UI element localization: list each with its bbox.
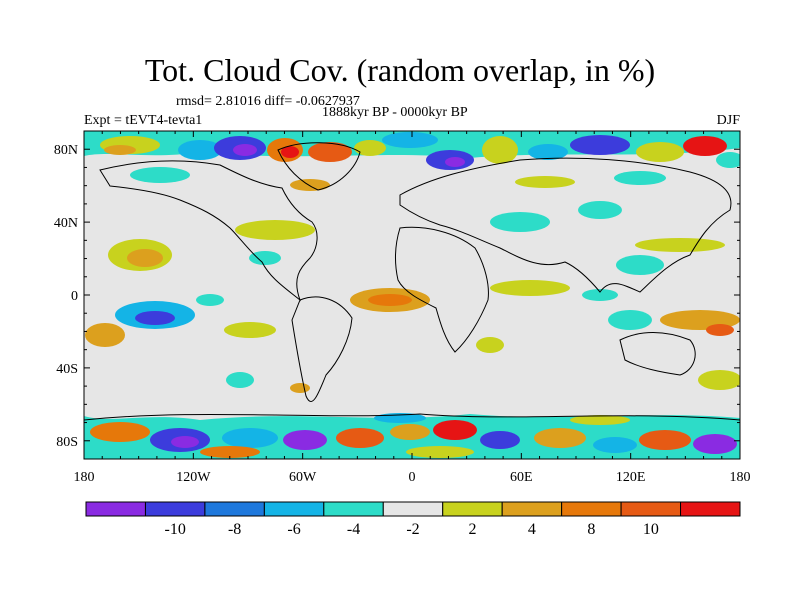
stats-line: rmsd= 2.81016 diff= -0.0627937 bbox=[176, 94, 360, 109]
y-tick-label: 80N bbox=[54, 143, 78, 158]
colorbar-label: 10 bbox=[643, 521, 659, 538]
colorbar-box bbox=[144, 501, 206, 517]
colorbar-box bbox=[501, 501, 563, 517]
x-tick-label: 60W bbox=[289, 470, 317, 485]
colorbar-box bbox=[323, 501, 384, 517]
colorbar-label: -10 bbox=[165, 521, 186, 538]
coastlines bbox=[84, 142, 740, 421]
colorbar-box bbox=[382, 501, 444, 517]
cloud-anomaly-field bbox=[84, 131, 740, 459]
y-axis: 80N 40N 0 40S 80S bbox=[54, 143, 740, 450]
colorbar-label: -8 bbox=[228, 521, 241, 538]
colorbar-box bbox=[263, 501, 325, 517]
colorbar-label: -2 bbox=[406, 521, 419, 538]
x-tick-label: 120W bbox=[176, 470, 211, 485]
colorbar-label: 2 bbox=[468, 521, 476, 538]
x-tick-label: 120E bbox=[616, 470, 646, 485]
colorbar-label: 8 bbox=[587, 521, 595, 538]
x-axis: 180 120W 60W 0 60E 120E 180 bbox=[74, 131, 751, 485]
x-tick-label: 0 bbox=[409, 470, 416, 485]
y-tick-label: 80S bbox=[56, 435, 78, 450]
plot-title: Tot. Cloud Cov. (random overlap, in %) bbox=[144, 52, 656, 88]
colorbar-label: -4 bbox=[347, 521, 360, 538]
colorbar-box bbox=[442, 501, 503, 517]
colorbar-box bbox=[680, 501, 741, 517]
y-tick-label: 40S bbox=[56, 362, 78, 377]
x-tick-label: 180 bbox=[730, 470, 751, 485]
colorbar: -10 -8 -6 -4 -2 2 4 8 10 bbox=[85, 501, 741, 538]
experiment-label: Expt = tEVT4-tevta1 bbox=[84, 113, 203, 128]
period-label: 1888kyr BP - 0000kyr BP bbox=[322, 105, 468, 120]
colorbar-label: -6 bbox=[287, 521, 300, 538]
y-tick-label: 40N bbox=[54, 216, 78, 231]
season-label: DJF bbox=[716, 113, 740, 128]
x-tick-label: 60E bbox=[510, 470, 533, 485]
colorbar-box bbox=[620, 501, 682, 517]
colorbar-box bbox=[561, 501, 622, 517]
y-tick-label: 0 bbox=[71, 289, 78, 304]
colorbar-label: 4 bbox=[528, 521, 536, 538]
colorbar-box bbox=[204, 501, 265, 517]
x-tick-label: 180 bbox=[74, 470, 95, 485]
colorbar-box bbox=[85, 501, 146, 517]
